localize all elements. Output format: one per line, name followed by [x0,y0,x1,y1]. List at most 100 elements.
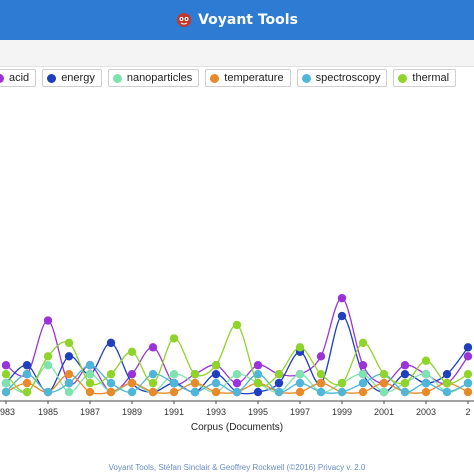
data-point-temperature[interactable] [127,378,137,388]
data-point-nanoparticles[interactable] [295,369,305,379]
data-point-thermal[interactable] [106,369,116,379]
data-point-spectroscopy[interactable] [442,387,452,397]
data-point-energy[interactable] [400,369,410,379]
data-point-nanoparticles[interactable] [358,369,368,379]
data-point-acid[interactable] [232,378,242,388]
data-point-thermal[interactable] [442,378,452,388]
data-point-spectroscopy[interactable] [148,369,158,379]
data-point-spectroscopy[interactable] [106,378,116,388]
data-point-energy[interactable] [253,387,263,397]
data-point-thermal[interactable] [400,378,410,388]
data-point-nanoparticles[interactable] [379,387,389,397]
data-point-thermal[interactable] [316,369,326,379]
data-point-thermal[interactable] [1,369,11,379]
x-tick-label: 1985 [38,407,58,417]
data-point-thermal[interactable] [463,369,473,379]
data-point-energy[interactable] [337,311,347,321]
data-point-spectroscopy[interactable] [169,378,179,388]
data-point-spectroscopy[interactable] [253,369,263,379]
data-point-spectroscopy[interactable] [316,387,326,397]
data-point-spectroscopy[interactable] [337,387,347,397]
data-point-thermal[interactable] [253,378,263,388]
data-point-nanoparticles[interactable] [169,369,179,379]
data-point-thermal[interactable] [22,387,32,397]
data-point-temperature[interactable] [379,378,389,388]
data-point-spectroscopy[interactable] [43,387,53,397]
x-tick-label: 2003 [416,407,436,417]
data-point-spectroscopy[interactable] [211,378,221,388]
data-point-thermal[interactable] [148,378,158,388]
data-point-thermal[interactable] [169,334,179,343]
data-point-acid[interactable] [316,352,326,361]
data-point-energy[interactable] [211,369,221,379]
data-point-spectroscopy[interactable] [232,387,242,397]
data-point-spectroscopy[interactable] [127,387,137,397]
data-point-temperature[interactable] [22,378,32,388]
data-point-acid[interactable] [463,352,473,361]
data-point-spectroscopy[interactable] [1,387,11,397]
data-point-temperature[interactable] [169,387,179,397]
data-point-acid[interactable] [337,293,347,303]
data-point-energy[interactable] [64,352,74,361]
data-point-spectroscopy[interactable] [190,387,200,397]
data-point-temperature[interactable] [463,387,473,397]
legend-swatch-icon [112,73,122,83]
data-point-spectroscopy[interactable] [85,361,95,370]
data-point-acid[interactable] [1,361,11,370]
data-point-energy[interactable] [442,369,452,379]
data-point-thermal[interactable] [85,378,95,388]
data-point-nanoparticles[interactable] [43,361,53,370]
data-point-temperature[interactable] [421,387,431,397]
data-point-thermal[interactable] [337,378,347,388]
data-point-temperature[interactable] [106,387,116,397]
legend-item-energy[interactable]: energy [42,69,102,87]
data-point-energy[interactable] [22,361,32,370]
legend-item-nanoparticles[interactable]: nanoparticles [107,69,200,87]
data-point-spectroscopy[interactable] [421,378,431,388]
data-point-thermal[interactable] [295,343,305,352]
data-point-spectroscopy[interactable] [274,387,284,397]
data-point-energy[interactable] [274,378,284,388]
data-point-spectroscopy[interactable] [400,387,410,397]
data-point-acid[interactable] [400,361,410,370]
data-point-temperature[interactable] [295,387,305,397]
data-point-acid[interactable] [358,361,368,370]
data-point-acid[interactable] [43,316,53,325]
legend-item-spectroscopy[interactable]: spectroscopy [296,69,388,87]
data-point-temperature[interactable] [190,378,200,388]
data-point-energy[interactable] [463,343,473,352]
data-point-spectroscopy[interactable] [22,369,32,379]
data-point-temperature[interactable] [358,387,368,397]
data-point-thermal[interactable] [190,369,200,379]
data-point-acid[interactable] [253,361,263,370]
data-point-thermal[interactable] [274,369,284,379]
data-point-thermal[interactable] [421,356,431,365]
data-point-thermal[interactable] [43,352,53,361]
data-point-thermal[interactable] [232,320,242,330]
data-point-acid[interactable] [127,369,137,379]
legend-item-temperature[interactable]: temperature [205,69,291,87]
data-point-thermal[interactable] [64,338,74,348]
data-point-temperature[interactable] [85,387,95,397]
legend-item-acid[interactable]: acid [0,69,37,87]
data-point-nanoparticles[interactable] [1,378,11,388]
data-point-energy[interactable] [106,338,116,348]
data-point-thermal[interactable] [379,369,389,379]
data-point-spectroscopy[interactable] [358,378,368,388]
data-point-spectroscopy[interactable] [64,378,74,388]
legend-item-thermal[interactable]: thermal [393,69,457,87]
data-point-thermal[interactable] [358,338,368,348]
data-point-nanoparticles[interactable] [232,369,242,379]
data-point-nanoparticles[interactable] [85,369,95,379]
data-point-temperature[interactable] [148,387,158,397]
data-point-spectroscopy[interactable] [463,378,473,388]
data-point-temperature[interactable] [316,378,326,388]
data-point-acid[interactable] [148,343,158,352]
data-point-thermal[interactable] [211,361,221,370]
data-point-nanoparticles[interactable] [421,369,431,379]
data-point-spectroscopy[interactable] [295,378,305,388]
data-point-temperature[interactable] [64,369,74,379]
data-point-thermal[interactable] [127,347,137,357]
data-point-temperature[interactable] [211,387,221,397]
data-point-nanoparticles[interactable] [64,387,74,397]
